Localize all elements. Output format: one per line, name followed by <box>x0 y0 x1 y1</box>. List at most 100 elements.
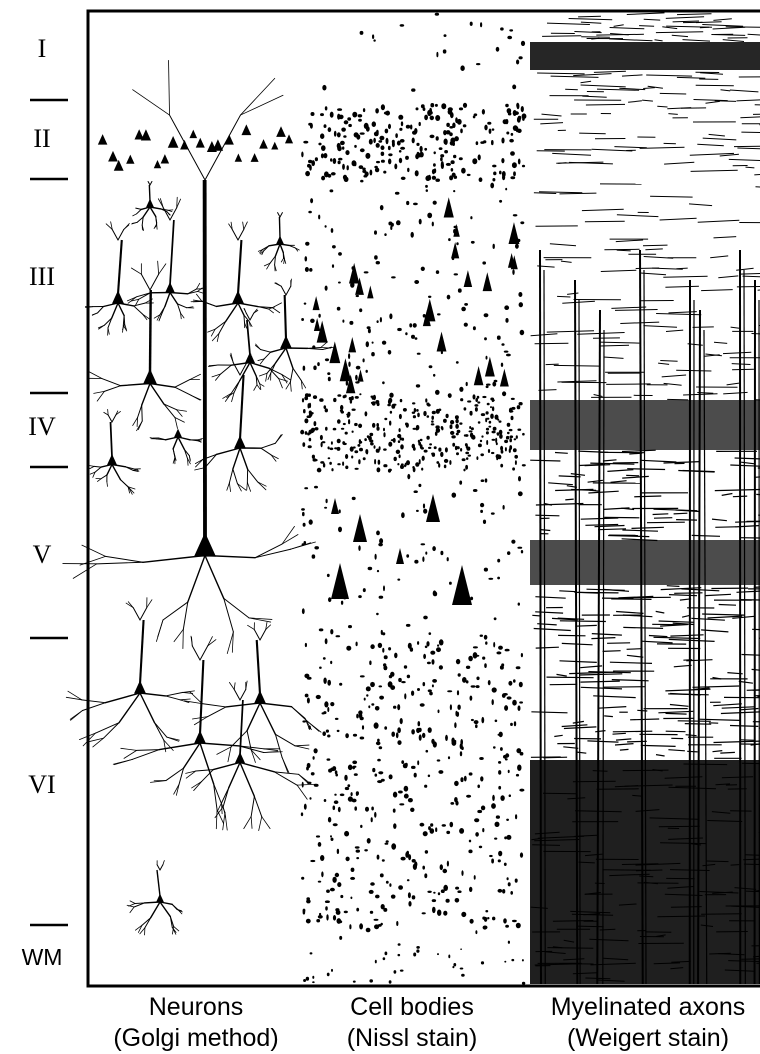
nissl-cell-body <box>352 799 357 803</box>
myelin-fiber <box>557 674 567 676</box>
nissl-cell-body <box>371 703 374 705</box>
nissl-cell-body <box>491 140 494 145</box>
dendrite-branch <box>196 770 214 771</box>
nissl-cell-body <box>505 104 509 107</box>
caption-nissl-line2: (Nissl stain) <box>322 1023 502 1054</box>
dendrite-branch <box>269 244 280 246</box>
nissl-cell-body <box>508 112 512 115</box>
myelin-fiber <box>721 90 731 91</box>
dendrite-branch <box>282 526 294 544</box>
dendrite-branch <box>176 784 179 795</box>
dendrite-branch <box>293 368 301 380</box>
nissl-cell-body <box>355 846 360 848</box>
nissl-cell-body <box>509 448 511 453</box>
myelin-fiber <box>554 735 562 736</box>
nissl-cell-body <box>459 387 463 392</box>
nissl-cell-body <box>337 439 341 444</box>
nissl-cell-body <box>481 717 484 723</box>
myelin-fiber <box>553 921 593 922</box>
nissl-cell-body <box>363 108 365 112</box>
nissl-cell-body <box>514 455 518 459</box>
myelin-fiber <box>611 481 627 483</box>
nissl-cell-body <box>354 450 358 453</box>
dendrite-branch <box>279 379 288 382</box>
apical-dendrite <box>240 375 244 439</box>
nissl-cell-body <box>483 926 488 930</box>
nissl-cell-body <box>499 171 502 175</box>
myelin-fiber <box>722 494 733 496</box>
nissl-cell-body <box>302 782 304 788</box>
nissl-cell-body <box>318 915 323 919</box>
dendrite-branch <box>142 918 151 925</box>
nissl-cell-body <box>478 421 481 423</box>
myelin-fiber <box>614 25 624 27</box>
nissl-cell-body <box>442 824 446 827</box>
nissl-cell-body <box>339 115 344 120</box>
nissl-cell-body <box>492 439 496 441</box>
neuron-soma <box>114 160 124 171</box>
nissl-cell-body <box>520 852 523 857</box>
myelin-fiber <box>709 134 725 136</box>
nissl-cell-body <box>427 404 431 407</box>
dendrite-branch <box>248 469 258 482</box>
nissl-cell-body <box>395 192 400 195</box>
nissl-cell-body <box>452 966 454 968</box>
nissl-cell-body <box>354 132 359 137</box>
nissl-cell-body <box>450 431 454 435</box>
nissl-cell-body <box>301 812 303 816</box>
nissl-cell-body <box>337 730 340 732</box>
dendrite-branch <box>286 286 291 295</box>
dendrite-branch <box>183 691 195 693</box>
nissl-cell-body <box>465 465 468 470</box>
dendrite-branch <box>290 382 291 392</box>
nissl-cell-body <box>440 154 444 157</box>
nissl-pyramidal-cell <box>474 366 484 385</box>
myelin-fiber <box>713 751 723 752</box>
nissl-cell-body <box>409 323 412 327</box>
myelin-fiber <box>649 636 668 637</box>
nissl-cell-body <box>351 792 353 796</box>
dendrite-branch <box>180 699 190 700</box>
nissl-cell-body <box>354 145 357 148</box>
nissl-cell-body <box>418 721 421 726</box>
neuron-soma <box>174 429 182 438</box>
nissl-cell-body <box>371 807 374 811</box>
nissl-cell-body <box>339 509 341 513</box>
nissl-cell-body <box>364 438 367 441</box>
nissl-cell-body <box>310 952 313 954</box>
nissl-cell-body <box>427 110 431 116</box>
nissl-cell-body <box>323 711 326 714</box>
nissl-cell-body <box>509 429 513 431</box>
nissl-cell-body <box>384 418 387 420</box>
dendrite-branch <box>170 293 188 294</box>
dendrite-branch <box>112 415 116 422</box>
dendrite-branch <box>281 286 286 295</box>
dendrite-branch <box>97 479 101 482</box>
nissl-cell-body <box>480 635 483 637</box>
nissl-cell-body <box>327 973 330 977</box>
nissl-cell-body <box>459 828 464 834</box>
nissl-cell-body <box>305 643 307 647</box>
nissl-cell-body <box>328 817 331 823</box>
nissl-cell-body <box>318 314 320 318</box>
nissl-cell-body <box>406 201 409 205</box>
nissl-cell-body <box>435 827 437 832</box>
nissl-cell-body <box>359 448 363 452</box>
nissl-cell-body <box>419 122 421 126</box>
dendrite-branch <box>251 816 252 828</box>
nissl-cell-body <box>304 487 308 489</box>
myelin-fiber <box>594 395 603 397</box>
nissl-cell-body <box>487 418 490 420</box>
myelin-fiber <box>713 27 746 29</box>
nissl-cell-body <box>320 435 323 440</box>
myelin-fiber <box>713 704 742 706</box>
myelin-fiber <box>664 162 694 164</box>
nissl-cell-body <box>422 866 425 870</box>
nissl-cell-body <box>471 241 475 244</box>
nissl-cell-body <box>414 773 417 778</box>
nissl-cell-body <box>475 832 479 837</box>
nissl-cell-body <box>483 520 486 524</box>
nissl-cell-body <box>356 295 359 297</box>
nissl-cell-body <box>386 138 389 144</box>
nissl-cell-body <box>434 446 437 449</box>
